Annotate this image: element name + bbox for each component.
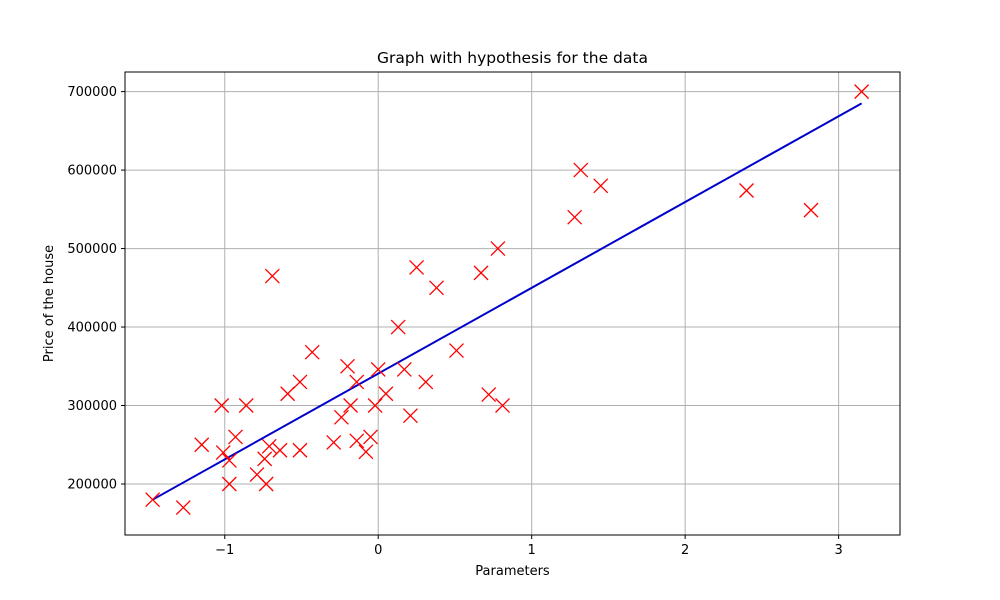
- data-point: [739, 183, 754, 198]
- y-tick-label: 500000: [67, 242, 117, 257]
- data-point: [272, 442, 288, 458]
- data-point: [495, 398, 510, 413]
- data-point: [803, 202, 819, 218]
- x-tick-label: 3: [834, 543, 842, 558]
- data-point: [215, 445, 231, 461]
- data-point: [349, 433, 365, 449]
- data-point: [340, 358, 355, 374]
- data-point: [257, 451, 273, 467]
- data-points: [145, 84, 870, 515]
- data-point: [326, 434, 342, 450]
- y-axis: 200000 300000 400000 500000 600000 700000: [67, 85, 125, 492]
- y-tick-label: 600000: [67, 164, 117, 179]
- plot-frame: [124, 71, 901, 536]
- y-tick-label: 400000: [67, 321, 117, 336]
- data-point: [258, 476, 274, 492]
- data-point: [261, 438, 277, 454]
- data-point: [402, 408, 418, 424]
- x-axis: −1 0 1 2 3: [215, 535, 843, 558]
- data-point: [429, 280, 444, 296]
- data-point: [367, 398, 383, 413]
- x-tick-label: 2: [681, 543, 689, 558]
- data-point: [264, 268, 280, 284]
- grid: [125, 72, 900, 535]
- data-point: [370, 361, 386, 377]
- data-point: [449, 343, 464, 359]
- data-point: [390, 319, 406, 335]
- hypothesis-line: [152, 102, 863, 501]
- data-point: [280, 386, 296, 402]
- data-point: [418, 374, 434, 390]
- data-point: [593, 178, 609, 194]
- x-tick-label: −1: [215, 543, 234, 558]
- data-point: [292, 442, 308, 458]
- y-axis-label: Price of the house: [42, 245, 57, 362]
- data-point: [238, 398, 254, 413]
- data-point: [396, 361, 412, 377]
- data-point: [567, 209, 583, 225]
- data-point: [473, 265, 489, 281]
- data-point: [409, 259, 425, 275]
- data-point: [854, 84, 870, 100]
- data-point: [490, 241, 506, 257]
- data-point: [343, 398, 359, 413]
- data-point: [363, 429, 379, 445]
- data-point: [228, 429, 243, 445]
- y-tick-label: 200000: [67, 477, 117, 492]
- hypothesis-line-layer: [152, 102, 863, 501]
- chart-title: Graph with hypothesis for the data: [377, 49, 648, 67]
- data-point: [304, 344, 320, 360]
- x-tick-label: 0: [374, 543, 382, 558]
- data-point: [221, 452, 237, 468]
- data-point: [481, 387, 497, 402]
- data-point: [145, 492, 161, 508]
- data-point: [221, 476, 237, 492]
- y-tick-label: 300000: [67, 399, 117, 414]
- data-point: [292, 374, 308, 390]
- data-point: [378, 386, 394, 402]
- data-point: [214, 398, 230, 413]
- data-point: [175, 500, 191, 515]
- data-point: [194, 437, 210, 453]
- x-axis-label: Parameters: [475, 564, 550, 579]
- x-tick-label: 1: [528, 543, 536, 558]
- data-point: [573, 162, 589, 178]
- data-point: [333, 409, 349, 425]
- y-tick-label: 700000: [67, 85, 117, 100]
- data-point: [349, 374, 365, 390]
- data-point: [358, 444, 374, 460]
